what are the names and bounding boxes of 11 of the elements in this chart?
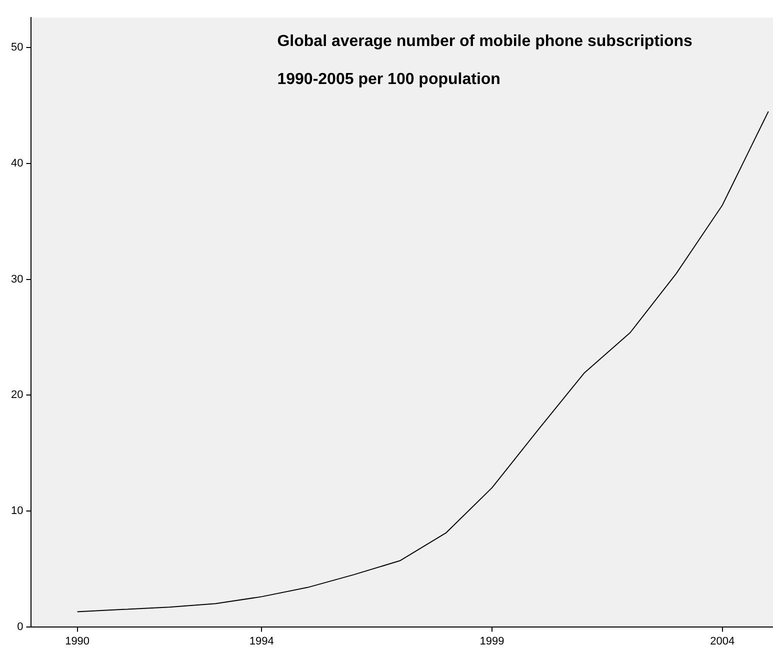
y-tick-label: 50: [10, 42, 24, 54]
x-tick-label: 1999: [480, 635, 504, 648]
x-tick-label: 2004: [710, 635, 735, 648]
y-tick-label: 0: [17, 620, 24, 633]
y-tick-label: 20: [10, 389, 24, 402]
y-tick-label: 40: [10, 158, 24, 170]
y-tick-label: 30: [10, 273, 24, 286]
chart-title: Global average number of mobile phone subscriptions 1990-2005 per 100 population: [277, 33, 692, 88]
y-tick-label: 10: [10, 505, 24, 518]
x-tick-label: 1994: [249, 635, 274, 648]
x-tick-label: 1990: [65, 635, 90, 648]
